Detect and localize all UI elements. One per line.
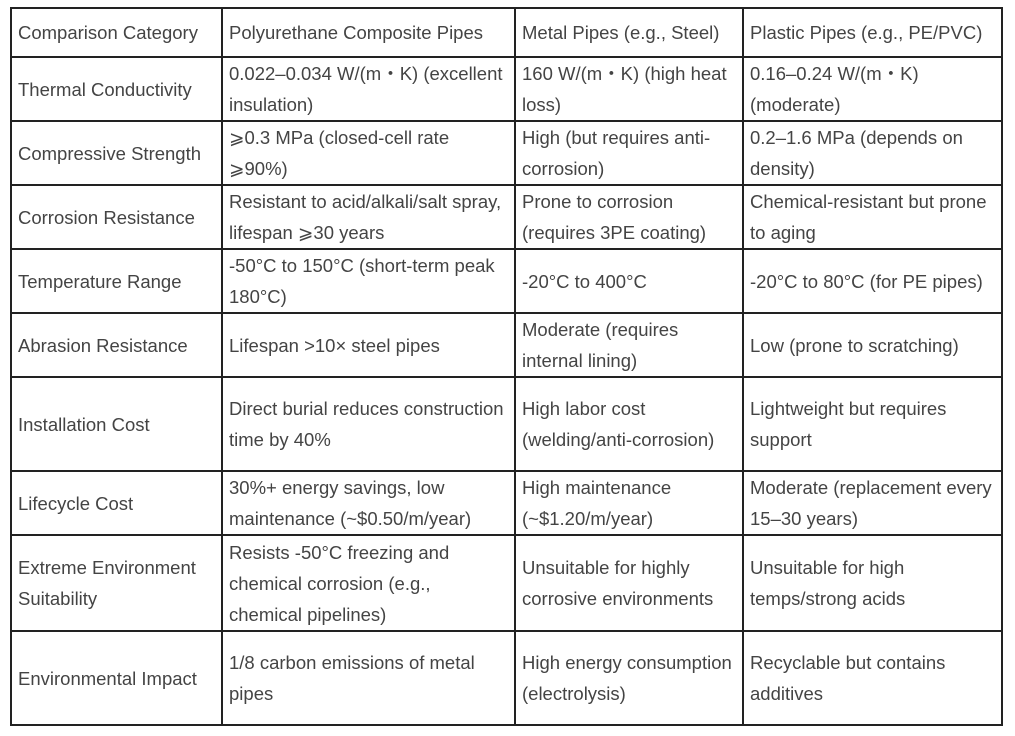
- cell: Resistant to acid/alkali/salt spray, lif…: [221, 184, 516, 250]
- table-row: Extreme Environment Suitability Resists -…: [10, 534, 1003, 632]
- cell: Moderate (replacement every 15–30 years): [742, 470, 1003, 536]
- row-label: Extreme Environment Suitability: [10, 534, 223, 632]
- cell: 30%+ energy savings, low maintenance (~$…: [221, 470, 516, 536]
- header-row: Comparison Category Polyurethane Composit…: [10, 7, 1003, 58]
- cell: -20°C to 80°C (for PE pipes): [742, 248, 1003, 314]
- cell: Low (prone to scratching): [742, 312, 1003, 378]
- cell: High labor cost (welding/anti-corrosion): [514, 376, 744, 472]
- table-row: Installation Cost Direct burial reduces c…: [10, 376, 1003, 472]
- table-row: Compressive Strength ⩾0.3 MPa (closed-cel…: [10, 120, 1003, 186]
- row-label: Installation Cost: [10, 376, 223, 472]
- cell: 0.16–0.24 W/(m・K) (moderate): [742, 56, 1003, 122]
- cell: Lifespan >10× steel pipes: [221, 312, 516, 378]
- table-row: Environmental Impact 1/8 carbon emissions…: [10, 630, 1003, 726]
- table-row: Lifecycle Cost 30%+ energy savings, low m…: [10, 470, 1003, 536]
- table-body: Comparison Category Polyurethane Composit…: [10, 7, 1003, 726]
- row-label: Temperature Range: [10, 248, 223, 314]
- cell: Moderate (requires internal lining): [514, 312, 744, 378]
- cell: High maintenance (~$1.20/m/year): [514, 470, 744, 536]
- cell: 0.2–1.6 MPa (depends on density): [742, 120, 1003, 186]
- cell: Unsuitable for highly corrosive environm…: [514, 534, 744, 632]
- cell: Plastic Pipes (e.g., PE/PVC): [742, 7, 1003, 58]
- table-row: Temperature Range -50°C to 150°C (short-t…: [10, 248, 1003, 314]
- cell: -50°C to 150°C (short-term peak 180°C): [221, 248, 516, 314]
- row-label: Corrosion Resistance: [10, 184, 223, 250]
- cell: Unsuitable for high temps/strong acids: [742, 534, 1003, 632]
- cell: High (but requires anti-corrosion): [514, 120, 744, 186]
- cell: Metal Pipes (e.g., Steel): [514, 7, 744, 58]
- table-row: Thermal Conductivity 0.022–0.034 W/(m・K) …: [10, 56, 1003, 122]
- cell: Direct burial reduces construction time …: [221, 376, 516, 472]
- table-row: Corrosion Resistance Resistant to acid/al…: [10, 184, 1003, 250]
- cell: 1/8 carbon emissions of metal pipes: [221, 630, 516, 726]
- row-label: Lifecycle Cost: [10, 470, 223, 536]
- row-label: Abrasion Resistance: [10, 312, 223, 378]
- row-label: Thermal Conductivity: [10, 56, 223, 122]
- table-row: Abrasion Resistance Lifespan >10× steel p…: [10, 312, 1003, 378]
- cell: 0.022–0.034 W/(m・K) (excellent insulatio…: [221, 56, 516, 122]
- cell: Prone to corrosion (requires 3PE coating…: [514, 184, 744, 250]
- cell: High energy consumption (electrolysis): [514, 630, 744, 726]
- cell: Chemical-resistant but prone to aging: [742, 184, 1003, 250]
- row-label: Environmental Impact: [10, 630, 223, 726]
- cell: Resists -50°C freezing and chemical corr…: [221, 534, 516, 632]
- cell: ⩾0.3 MPa (closed-cell rate ⩾90%): [221, 120, 516, 186]
- cell: Recyclable but contains additives: [742, 630, 1003, 726]
- cell: Polyurethane Composite Pipes: [221, 7, 516, 58]
- row-label: Comparison Category: [10, 7, 223, 58]
- cell: 160 W/(m・K) (high heat loss): [514, 56, 744, 122]
- cell: -20°C to 400°C: [514, 248, 744, 314]
- row-label: Compressive Strength: [10, 120, 223, 186]
- cell: Lightweight but requires support: [742, 376, 1003, 472]
- comparison-table: Comparison Category Polyurethane Composit…: [10, 7, 1003, 726]
